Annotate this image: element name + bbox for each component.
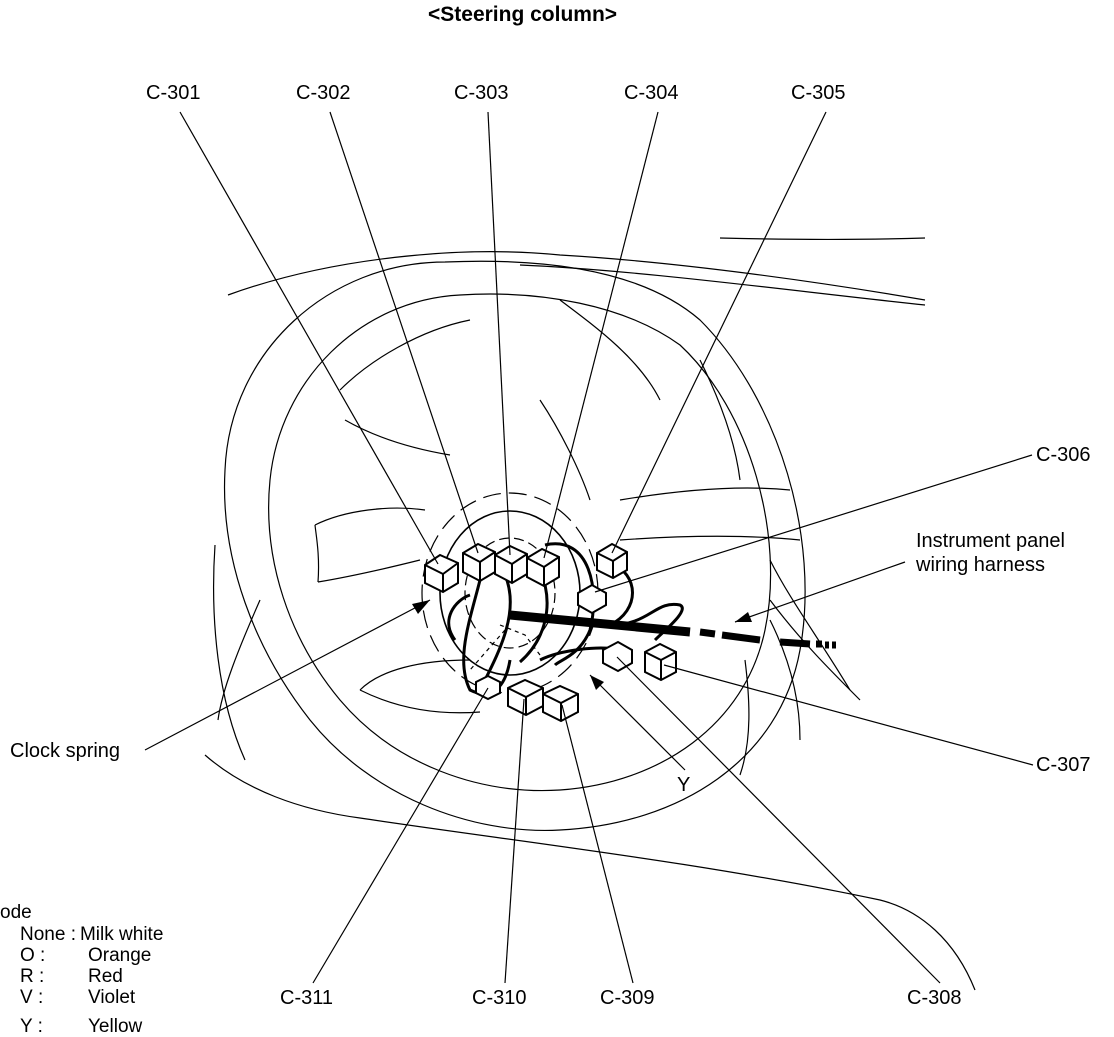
leader-c310 [504,698,525,984]
page-title: <Steering column> [428,3,618,26]
dashboard-outline [204,237,976,991]
label-y-marker: Y [677,774,691,796]
legend-row: R : Red [20,966,123,987]
leader-c311 [312,687,489,984]
label-c303: C-303 [454,82,509,104]
label-c309: C-309 [600,987,655,1009]
leader-c302 [329,111,479,554]
legend-color: Violet [88,987,136,1008]
label-c306: C-306 [1036,444,1091,466]
legend-row: None : Milk white [20,924,163,945]
connector-c310 [507,678,544,717]
label-c307: C-307 [1036,754,1091,776]
label-clock-spring: Clock spring [10,740,121,762]
arrow-harness [735,612,752,622]
legend-code: Y : [20,1016,43,1037]
leader-c303 [487,111,511,556]
arrow-clock-spring [412,600,430,614]
leader-c305 [611,111,827,554]
instrument-panel-harness [509,610,836,649]
label-c302: C-302 [296,82,351,104]
label-c310: C-310 [472,987,527,1009]
leader-c307 [663,664,1034,766]
legend-code: O : [20,945,46,966]
label-c308: C-308 [907,987,962,1009]
label-harness-line1: Instrument panel [916,530,1065,552]
legend-heading: ode [0,902,32,923]
legend-color: Red [88,966,123,987]
legend-color: Orange [88,945,152,966]
leader-c308 [616,656,941,984]
arrowheads [412,600,752,690]
leader-c304 [543,111,659,559]
leader-clock-spring [144,599,431,751]
connector-c302 [462,542,496,583]
leader-c309 [561,704,634,984]
label-harness-line2: wiring harness [916,554,1045,576]
legend-row: O : Orange [20,945,151,966]
connector-c303 [494,544,528,585]
leader-c301 [179,111,439,565]
connector-c304 [526,547,560,588]
leader-lines [144,111,1034,984]
label-c305: C-305 [791,82,846,104]
connector-c309 [542,684,579,723]
arrow-y [590,675,604,690]
connector-c308 [602,640,633,673]
legend-color: Yellow [88,1016,143,1037]
legend-row: V : Violet [20,987,135,1008]
legend-row: Y : Yellow [20,1016,142,1037]
leader-harness [734,561,906,623]
label-c311: C-311 [280,987,333,1009]
legend-code: None : [20,924,76,945]
connector-c305 [596,542,628,580]
label-c304: C-304 [624,82,679,104]
connector-c311 [475,674,501,701]
legend-color: Milk white [79,924,164,945]
label-c301: C-301 [146,82,201,104]
leader-c306 [594,454,1033,593]
legend-code: V : [20,987,44,1008]
steering-wheel-outline [223,260,806,832]
connector-c306 [577,583,607,615]
connector-c307 [644,642,677,682]
legend-code: R : [20,966,45,987]
connector-c301 [424,553,459,594]
leader-y [589,674,686,771]
